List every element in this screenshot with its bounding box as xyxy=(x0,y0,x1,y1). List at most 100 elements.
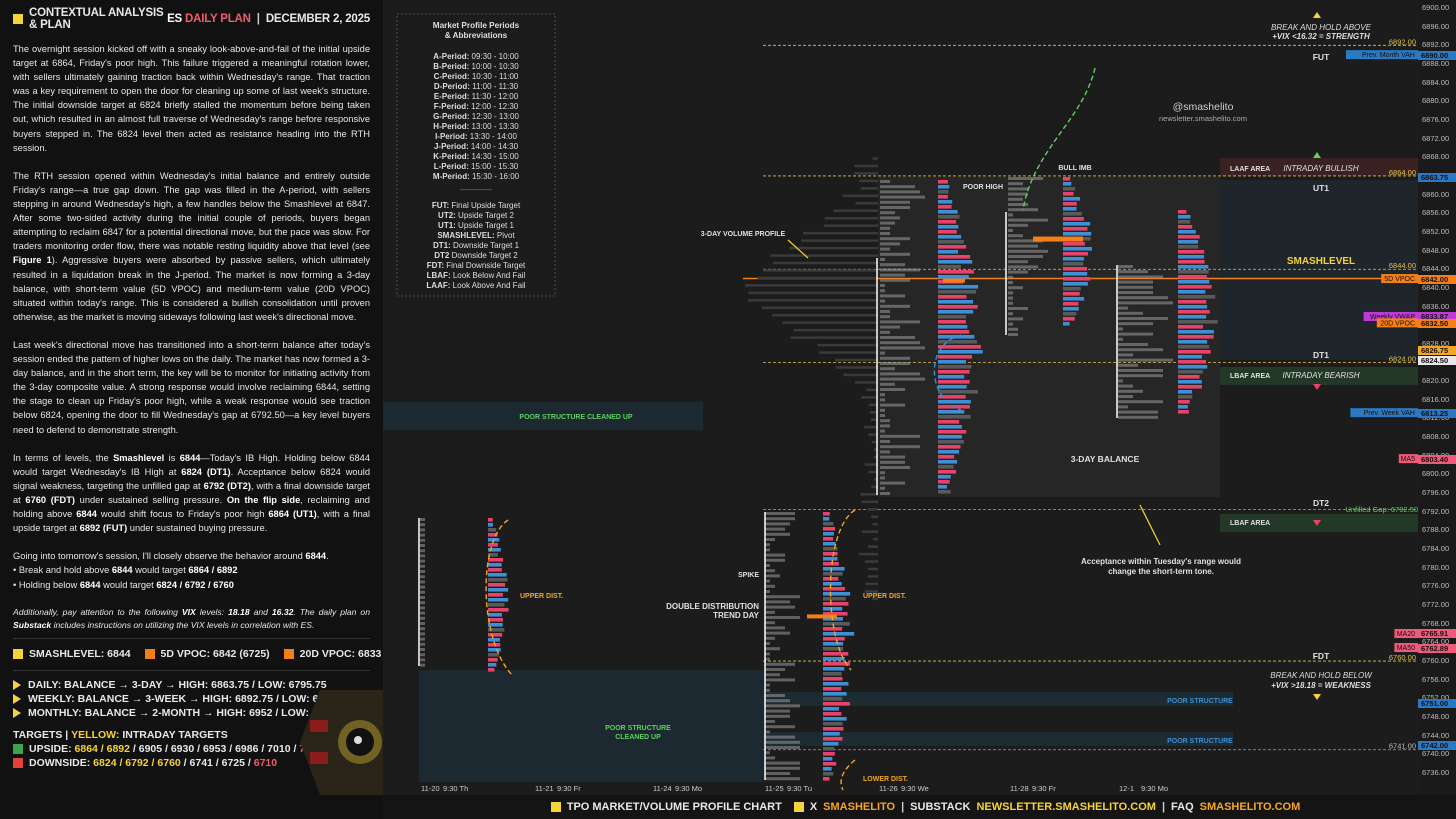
tpo-bar xyxy=(938,295,967,299)
tpo-letters xyxy=(1118,364,1138,367)
volume-bar xyxy=(861,187,878,190)
tpo-bar xyxy=(1178,245,1198,249)
tpo-letters xyxy=(1118,369,1163,372)
tpo-letters xyxy=(880,445,920,448)
tpo-letters xyxy=(1008,307,1028,310)
tpo-letters xyxy=(880,440,890,443)
tpo-letters xyxy=(880,424,890,427)
tpo-bar xyxy=(823,512,830,516)
date-label: 11-28 xyxy=(1010,784,1029,793)
tpo-letters xyxy=(1008,281,1013,284)
tpo-letters xyxy=(420,658,425,661)
tpo-chart[interactable]: Market Profile Periods & Abbreviations A-P… xyxy=(383,0,1418,795)
axis-tick-label: 6888.00 xyxy=(1422,59,1449,68)
tpo-bar xyxy=(488,613,502,617)
tpo-bar xyxy=(823,692,847,696)
tpo-letters xyxy=(765,611,775,614)
tpo-letters xyxy=(765,522,790,525)
volume-bar xyxy=(868,508,878,511)
tpo-bar xyxy=(938,205,952,209)
tpo-bar xyxy=(823,742,838,746)
tpo-letters xyxy=(1008,302,1013,305)
tpo-letters xyxy=(1008,219,1048,222)
tpo-letters xyxy=(1008,291,1013,294)
tpo-bar xyxy=(823,682,848,686)
tpo-letters xyxy=(880,284,885,287)
tpo-letters xyxy=(1118,317,1168,320)
tpo-letters xyxy=(765,678,795,681)
date-label: 11-26 xyxy=(879,784,898,793)
legend-period: C-Period: 10:30 - 11:00 xyxy=(434,72,519,81)
substack-link[interactable]: NEWSLETTER.SMASHELITO.COM xyxy=(976,801,1155,813)
tpo-bar xyxy=(1178,400,1190,404)
tpo-bar xyxy=(823,767,832,771)
tpo-bar xyxy=(1178,270,1209,274)
x-handle-link[interactable]: SMASHELITO xyxy=(823,801,895,813)
tpo-bar xyxy=(938,180,948,184)
chart-canvas[interactable]: Market Profile Periods & Abbreviations A-P… xyxy=(383,0,1418,795)
axis-tick-label: 6880.00 xyxy=(1422,96,1449,105)
analysis-paragraph: The RTH session opened within Wednesday'… xyxy=(13,169,370,324)
tpo-letters xyxy=(1118,286,1153,289)
tpo-bar xyxy=(1178,340,1207,344)
axis-tick-label: 6884.00 xyxy=(1422,78,1449,87)
tpo-bar xyxy=(1178,370,1203,374)
analysis-paragraph: In terms of levels, the Smashlevel is 68… xyxy=(13,451,370,536)
price-axis[interactable]: 6900.00 6896.00 6892.00 6888.00 6884.00 6880.… xyxy=(1418,0,1456,795)
tpo-letters xyxy=(765,512,795,515)
tpo-letters xyxy=(420,606,425,609)
tpo-letters xyxy=(765,762,800,765)
tpo-letters xyxy=(765,559,785,562)
tpo-letters xyxy=(765,699,790,702)
tpo-bar xyxy=(1063,207,1077,211)
volume-bar xyxy=(803,232,878,235)
tpo-bar xyxy=(1178,265,1208,269)
tpo-bar xyxy=(823,722,843,726)
axis-price-tag: 6826.75 xyxy=(1418,346,1456,355)
chart-label: CLEANED UP xyxy=(615,734,661,741)
tpo-bar xyxy=(1178,275,1207,279)
tpo-bar xyxy=(938,420,959,424)
volume-bar xyxy=(770,254,878,256)
indicator-tag: MA20 xyxy=(1397,631,1415,638)
legend-period: E-Period: 11:30 - 12:00 xyxy=(434,92,519,101)
tpo-bar xyxy=(1178,320,1218,324)
faq-link[interactable]: SMASHELITO.COM xyxy=(1200,801,1301,813)
annotation-arrow xyxy=(1140,505,1160,545)
tpo-bar xyxy=(938,225,958,229)
volume-bar xyxy=(866,583,878,586)
key-level-1: 5D VPOC: 6842 (6725) xyxy=(145,648,270,660)
tpo-letters xyxy=(880,450,890,453)
tpo-bar xyxy=(938,345,981,349)
tpo-letters xyxy=(765,694,785,697)
volume-bar xyxy=(865,560,878,563)
tpo-bar xyxy=(1178,355,1202,359)
up-arrow-icon xyxy=(1313,152,1321,158)
tpo-letters xyxy=(420,591,425,594)
tpo-letters xyxy=(880,237,910,240)
legend-period: A-Period: 09:30 - 10:00 xyxy=(433,52,519,61)
tpo-bar xyxy=(488,653,499,657)
axis-price-tag: 6842.00 xyxy=(1418,275,1456,284)
tpo-letters xyxy=(765,704,800,707)
tpo-letters xyxy=(880,190,920,193)
tpo-bar xyxy=(938,185,949,189)
tpo-letters xyxy=(880,201,910,204)
tpo-bar xyxy=(1063,202,1077,206)
volume-bar xyxy=(782,321,878,324)
volume-bar xyxy=(856,202,878,205)
tpo-letters xyxy=(765,647,780,650)
tpo-bar xyxy=(1063,322,1070,326)
chart-label: FDT xyxy=(1313,651,1330,661)
tpo-bar xyxy=(823,537,833,541)
tpo-letters xyxy=(765,528,785,531)
tpo-letters xyxy=(1008,182,1023,185)
axis-tick-label: 6796.00 xyxy=(1422,488,1449,497)
tpo-bar xyxy=(1178,220,1190,224)
axis-price-tag: 6751.00 xyxy=(1418,699,1456,708)
tpo-bar xyxy=(1178,235,1200,239)
tpo-bar xyxy=(823,637,845,641)
tpo-bar xyxy=(488,638,500,642)
panel-header: CONTEXTUAL ANALYSIS & PLAN ES DAILY PLAN… xyxy=(13,10,370,28)
chart-label: FUT xyxy=(1313,52,1330,62)
